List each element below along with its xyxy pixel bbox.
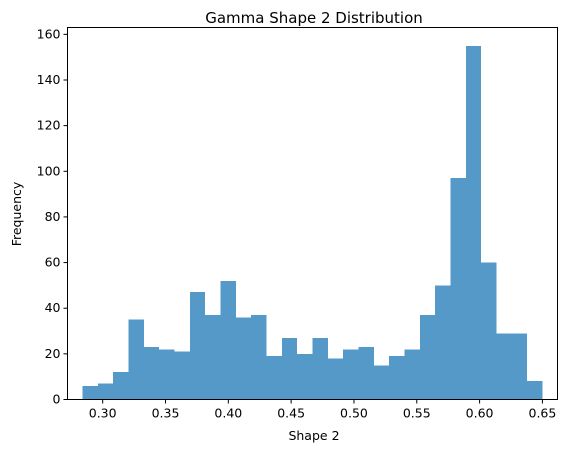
x-tick-label: 0.35 (152, 406, 180, 421)
histogram-bar (358, 347, 374, 400)
histogram-bar (327, 358, 344, 400)
histogram-bar (220, 280, 236, 400)
histogram-bar (465, 45, 482, 400)
histogram-bar (205, 315, 221, 400)
x-tick-label: 0.45 (277, 406, 305, 421)
x-tick-label: 0.60 (466, 406, 494, 421)
histogram-bar (404, 349, 420, 400)
x-tick-label: 0.65 (529, 406, 557, 421)
histogram-bar (266, 356, 282, 400)
y-tick-label: 160 (37, 26, 61, 41)
histogram-bar (97, 383, 114, 400)
histogram-bar (189, 292, 206, 400)
x-tick-label: 0.40 (214, 406, 242, 421)
histogram-bar (235, 317, 252, 400)
histogram-bar (527, 381, 543, 400)
histogram-bar (389, 356, 405, 400)
y-axis-label: Frequency (9, 181, 24, 246)
y-tick-label: 20 (45, 346, 61, 361)
histogram-bar (343, 349, 359, 400)
y-tick-label: 140 (37, 72, 61, 87)
x-axis-ticks: 0.30 0.35 0.40 0.45 0.50 0.55 0.60 0.65 (89, 399, 557, 421)
histogram-bar (143, 347, 160, 400)
histogram-bar (312, 337, 328, 400)
histogram-bar (128, 319, 144, 400)
x-tick-label: 0.50 (340, 406, 368, 421)
plot-frame (67, 27, 558, 400)
y-tick-label: 100 (37, 163, 61, 178)
histogram-bar (82, 385, 98, 400)
histogram-bar (113, 372, 129, 400)
histogram-bar (511, 333, 528, 400)
histogram-bar (281, 337, 298, 400)
histogram-bar (496, 333, 512, 400)
y-tick-label: 60 (45, 255, 61, 270)
chart-title: Gamma Shape 2 Distribution (205, 9, 423, 27)
y-axis-ticks: 0 20 40 60 80 100 120 140 160 (37, 26, 68, 407)
histogram-bar (450, 178, 466, 400)
histogram-bar (435, 285, 451, 400)
x-tick-label: 0.55 (403, 406, 431, 421)
x-axis-label: Shape 2 (288, 428, 339, 443)
y-tick-label: 80 (45, 209, 61, 224)
histogram-bars (82, 45, 543, 400)
histogram-bar (419, 315, 436, 400)
histogram-bar (251, 315, 267, 400)
histogram-bar (174, 351, 190, 400)
histogram-bar (373, 365, 390, 400)
histogram-bar (481, 262, 497, 400)
histogram-bar (159, 349, 175, 400)
histogram-bar (297, 353, 313, 400)
y-tick-label: 0 (53, 392, 61, 407)
y-tick-label: 40 (45, 300, 61, 315)
y-tick-label: 120 (37, 118, 61, 133)
x-tick-label: 0.30 (89, 406, 117, 421)
